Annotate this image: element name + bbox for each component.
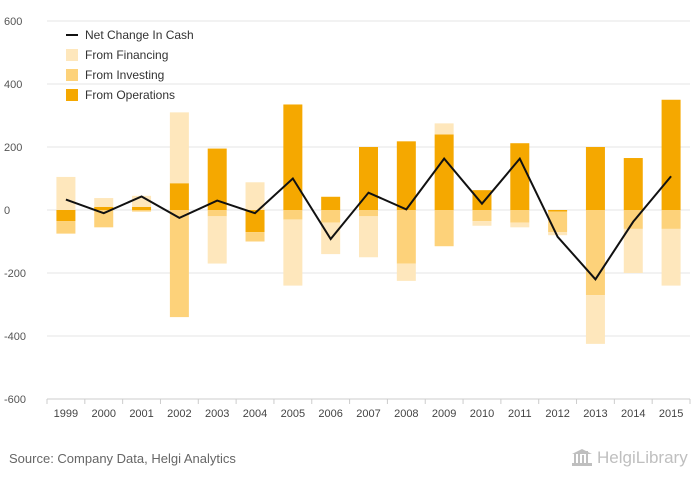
bar-from-investing (472, 210, 492, 222)
bar-from-financing (245, 182, 265, 210)
brand-logo: HelgiLibrary (571, 448, 688, 468)
x-tick-label: 2009 (432, 408, 456, 420)
bar-from-financing (56, 176, 76, 210)
brand-name: HelgiLibrary (597, 448, 688, 467)
x-tick-label: 2008 (394, 408, 418, 420)
bar-from-operations (510, 143, 530, 210)
bar-from-investing (434, 210, 454, 247)
bar-from-financing (510, 222, 530, 228)
bar-from-operations (283, 104, 303, 210)
x-tick-label: 2005 (281, 408, 305, 420)
bar-from-operations (169, 183, 189, 210)
x-tick-label: 1999 (54, 408, 78, 420)
x-tick-label: 2004 (243, 408, 267, 420)
y-tick-label: -600 (4, 394, 26, 406)
bar-from-investing (245, 232, 265, 242)
bar-from-investing (359, 210, 378, 217)
y-tick-label: -200 (4, 268, 26, 280)
bar-from-financing (132, 195, 152, 207)
bar-from-operations (548, 210, 568, 212)
bar-from-investing (510, 210, 530, 223)
bar-from-operations (94, 206, 114, 210)
bar-from-operations (132, 206, 152, 210)
x-tick-label: 2015 (659, 408, 683, 420)
x-tick-label: 2000 (91, 408, 115, 420)
legend-swatch (66, 49, 78, 61)
legend-label: From Financing (85, 48, 168, 62)
bar-from-investing (585, 210, 605, 296)
legend-swatch (66, 89, 78, 101)
bar-from-financing (548, 232, 568, 236)
legend-label: From Investing (85, 68, 164, 82)
y-tick-label: 600 (4, 16, 22, 28)
bar-from-investing (169, 210, 189, 318)
bar-from-investing (94, 210, 114, 228)
bar-from-financing (169, 112, 189, 184)
cash-flow-chart: -600 -400 -200 0 200 400 600 1999 2000 2001 2002 20… (4, 16, 691, 420)
source-text: Source: Company Data, Helgi Analytics (9, 451, 236, 466)
bar-from-financing (359, 216, 378, 258)
x-tick-label: 2002 (167, 408, 191, 420)
bar-from-financing (396, 263, 416, 281)
x-tick-label: 2010 (470, 408, 494, 420)
x-tick-label: 2014 (621, 408, 645, 420)
bar-from-operations (207, 148, 227, 210)
bar-from-investing (283, 210, 303, 220)
y-tick-label: 400 (4, 79, 22, 91)
bar-from-investing (56, 221, 76, 234)
legend-label: Net Change In Cash (85, 28, 194, 42)
bar-from-financing (434, 123, 454, 135)
bar-from-financing (661, 228, 681, 286)
bar-from-operations (245, 210, 265, 233)
bar-from-operations (472, 190, 492, 210)
bar-from-investing (661, 210, 681, 229)
library-icon (572, 449, 592, 466)
x-tick-label: 2001 (129, 408, 153, 420)
bar-from-investing (132, 210, 152, 212)
bar-from-financing (623, 228, 643, 273)
bar-from-financing (207, 216, 227, 264)
bar-from-operations (661, 99, 681, 210)
bar-from-financing (585, 295, 605, 344)
bar-from-investing (207, 210, 227, 217)
bar-from-financing (283, 219, 303, 286)
bar-from-operations (585, 147, 605, 210)
bar-from-operations (321, 196, 341, 210)
x-tick-label: 2003 (205, 408, 229, 420)
bar-from-financing (94, 198, 114, 207)
bar-from-operations (56, 210, 76, 222)
y-tick-label: 200 (4, 142, 22, 154)
x-tick-label: 2012 (545, 408, 569, 420)
bar-from-financing (472, 221, 492, 226)
legend-swatch (66, 69, 78, 81)
bar-from-operations (434, 134, 454, 210)
bar-from-operations (623, 158, 643, 210)
bar-from-investing (396, 210, 416, 264)
x-tick-label: 2013 (583, 408, 607, 420)
y-tick-label: 0 (4, 205, 10, 217)
bar-from-investing (321, 210, 341, 223)
x-tick-label: 2006 (318, 408, 342, 420)
legend-label: From Operations (85, 88, 175, 102)
x-tick-label: 2007 (356, 408, 380, 420)
bar-from-operations (396, 141, 416, 210)
x-tick-label: 2011 (508, 408, 532, 420)
y-tick-label: -400 (4, 331, 26, 343)
net-change-line (65, 156, 672, 281)
